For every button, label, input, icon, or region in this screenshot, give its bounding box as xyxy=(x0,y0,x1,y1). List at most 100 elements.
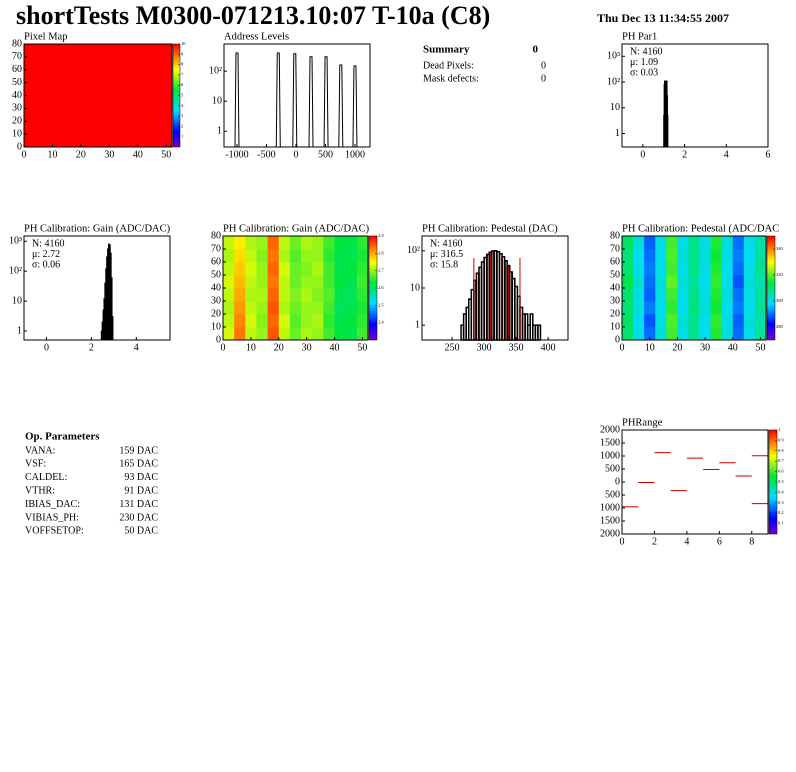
y-tick-label: 60 xyxy=(211,256,221,267)
heatmap-cell xyxy=(688,249,700,263)
heatmap-cell xyxy=(699,249,711,263)
x-tick-label: 6 xyxy=(717,536,722,547)
x-tick-label: 40 xyxy=(133,149,143,160)
y-tick-label: 10² xyxy=(407,245,420,256)
heatmap-cell xyxy=(278,236,291,250)
heatmap-cell xyxy=(245,301,257,315)
heatmap-cell xyxy=(699,275,711,289)
heatmap-cell xyxy=(699,301,711,315)
stats-text: N: 4160 xyxy=(32,238,65,249)
heatmap-cell xyxy=(345,327,358,341)
heatmap-cell xyxy=(732,236,745,250)
heatmap-cell xyxy=(644,314,656,328)
heatmap-cell xyxy=(256,236,268,250)
panel-title: PH Calibration: Pedestal (ADC/DAC xyxy=(622,223,779,234)
heatmap-cell xyxy=(622,275,634,289)
parameter-name: VTHR: xyxy=(25,485,55,496)
heatmap-cell xyxy=(234,262,246,276)
heatmap-cell xyxy=(754,275,767,289)
y-tick-label: 50 xyxy=(610,269,620,280)
heatmap-cell xyxy=(666,262,678,276)
y-tick-label: 10 xyxy=(211,321,221,332)
heatmap-cell xyxy=(721,275,734,289)
heatmap-cell xyxy=(677,288,689,302)
y-tick-label: 10 xyxy=(610,321,620,332)
parameter-name: VIBIAS_PH: xyxy=(25,512,79,523)
x-tick-label: 2 xyxy=(652,536,657,547)
heatmap-cell xyxy=(688,314,700,328)
heatmap-cell xyxy=(699,236,711,250)
heatmap-cell xyxy=(732,249,745,263)
heatmap-cell xyxy=(677,262,689,276)
heatmap-cell xyxy=(323,301,335,315)
plot-frame xyxy=(23,235,171,341)
stats-text: μ: 2.72 xyxy=(32,249,60,260)
plot-frame xyxy=(621,43,769,148)
heatmap-cell xyxy=(644,288,656,302)
z-tick-label: 280 xyxy=(776,324,784,329)
z-tick-label: 3 xyxy=(181,113,184,118)
heatmap-cell xyxy=(677,236,689,250)
x-tick-label: 350 xyxy=(509,342,524,353)
z-tick-label: 1 xyxy=(778,427,780,432)
heatmap-cell xyxy=(743,262,756,276)
heatmap-cell xyxy=(256,288,268,302)
heatmap-cell xyxy=(312,236,324,250)
spike xyxy=(352,65,358,148)
summary-title: Summary xyxy=(423,44,470,56)
heatmap-cell xyxy=(345,288,358,302)
z-tick-label: 2.5 xyxy=(378,302,384,307)
stats-text: σ: 15.8 xyxy=(430,259,458,270)
heatmap-cell xyxy=(721,249,734,263)
x-tick-label: 10 xyxy=(645,342,655,353)
z-tick-label: 2 xyxy=(181,123,183,128)
parameter-name: VANA: xyxy=(25,445,55,456)
heatmap-cell xyxy=(234,301,246,315)
parameter-value: 230 DAC xyxy=(119,512,158,523)
z-tick-label: 2.6 xyxy=(378,285,384,290)
heatmap-cell xyxy=(666,301,678,315)
heatmap-cell xyxy=(289,262,302,276)
heatmap-cell xyxy=(633,249,645,263)
z-tick-label: 10 xyxy=(181,41,186,46)
heatmap-cell xyxy=(301,262,313,276)
heatmap-cell xyxy=(301,301,313,315)
heatmap-cell xyxy=(732,314,745,328)
heatmap-cell xyxy=(312,301,324,315)
heatmap-cell xyxy=(721,327,734,341)
heatmap-cell xyxy=(356,288,369,302)
heatmap-cell xyxy=(699,262,711,276)
heatmap-cell xyxy=(323,236,335,250)
heatmap-cell xyxy=(699,288,711,302)
heatmap-cell xyxy=(278,249,291,263)
heatmap-cell xyxy=(312,275,324,289)
x-tick-label: 30 xyxy=(104,149,114,160)
heatmap-cell xyxy=(234,236,246,250)
y-tick-label: 70 xyxy=(12,51,22,62)
z-tick-label: 0.5 xyxy=(778,479,784,484)
heatmap-cell xyxy=(743,327,756,341)
z-tick-label: 320 xyxy=(776,272,784,277)
heatmap-cell xyxy=(666,275,678,289)
heatmap-cell xyxy=(267,314,280,328)
x-tick-label: 50 xyxy=(755,342,765,353)
heatmap-cell xyxy=(644,301,656,315)
heatmap-cell xyxy=(345,275,358,289)
heatmap-cell xyxy=(622,249,634,263)
y-tick-label: 10 xyxy=(610,102,620,113)
y-tick-label: 20 xyxy=(610,308,620,319)
panel-title: PH Calibration: Gain (ADC/DAC) xyxy=(223,223,370,234)
z-tick-label: 5 xyxy=(181,93,184,98)
page-title: shortTests M0300-071213.10:07 T-10a (C8) xyxy=(16,1,490,30)
x-tick-label: 0 xyxy=(620,536,625,547)
y-tick-label: 1 xyxy=(17,325,22,336)
heatmap-cell xyxy=(622,236,634,250)
heatmap-cell xyxy=(256,262,268,276)
panel-title: Pixel Map xyxy=(24,31,67,42)
z-tick-label: 0.7 xyxy=(778,458,784,463)
x-tick-label: 0 xyxy=(221,342,226,353)
x-tick-label: 20 xyxy=(672,342,682,353)
heatmap-cell xyxy=(644,275,656,289)
heatmap-cell xyxy=(356,236,369,250)
heatmap-cell xyxy=(334,301,346,315)
